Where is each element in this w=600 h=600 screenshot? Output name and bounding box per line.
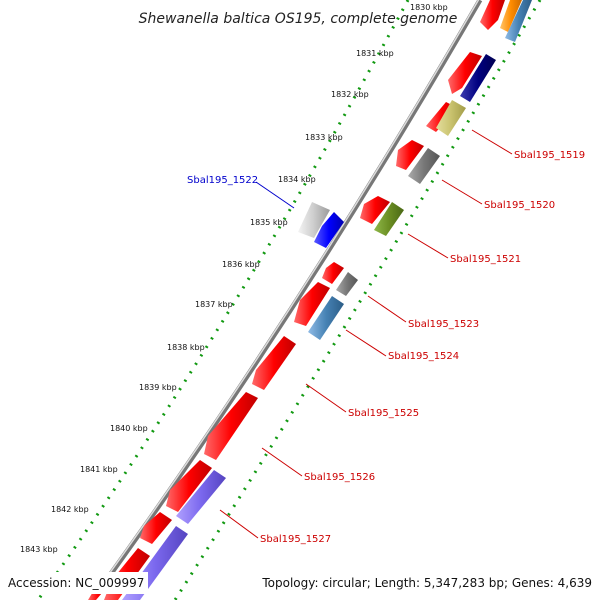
gene-arrow[interactable] [252, 336, 296, 390]
gene-arrow[interactable] [505, 0, 532, 42]
gene-arrow[interactable] [204, 392, 258, 460]
kbp-tick-label: 1840 kbp [110, 424, 148, 433]
gene-arrow[interactable] [480, 0, 505, 30]
gene-arrow[interactable] [500, 0, 522, 32]
kbp-tick-label: 1830 kbp [410, 3, 448, 12]
gene-label[interactable]: Sbal195_1521 [450, 254, 521, 265]
gene-arrow[interactable] [294, 282, 330, 326]
gene-arrow[interactable] [408, 148, 440, 184]
gene-label[interactable]: Sbal195_1523 [408, 319, 479, 330]
gene-arrow[interactable] [298, 202, 330, 238]
gene-arrow[interactable] [360, 196, 390, 224]
tick-ring-inner [173, 0, 542, 600]
gene-label[interactable]: Sbal195_1524 [388, 351, 459, 362]
kbp-tick-label: 1834 kbp [278, 175, 316, 184]
kbp-tick-label: 1835 kbp [250, 218, 288, 227]
kbp-tick-label: 1842 kbp [51, 505, 89, 514]
gene-label[interactable]: Sbal195_1520 [484, 200, 555, 211]
genome-summary-text: Topology: circular; Length: 5,347,283 bp… [261, 576, 592, 590]
kbp-tick-label: 1839 kbp [139, 383, 177, 392]
gene-arrow[interactable] [460, 54, 496, 102]
kbp-tick-label: 1832 kbp [331, 90, 369, 99]
gene-label[interactable]: Sbal195_1525 [348, 408, 419, 419]
gene-arrow[interactable] [322, 262, 344, 284]
gene-label[interactable]: Sbal195_1519 [514, 150, 585, 161]
gene-arrow[interactable] [436, 100, 466, 136]
kbp-tick-label: 1838 kbp [167, 343, 205, 352]
gene-label[interactable]: Sbal195_1526 [304, 472, 375, 483]
gene-arrow[interactable] [308, 296, 344, 340]
kbp-tick-label: 1836 kbp [222, 260, 260, 269]
accession-text: Accession: NC_009997 [8, 576, 144, 590]
gene-arrow[interactable] [336, 272, 358, 296]
label-leaders [219, 129, 513, 539]
gene-label[interactable]: Sbal195_1527 [260, 534, 331, 545]
kbp-tick-label: 1831 kbp [356, 49, 394, 58]
gene-arrow[interactable] [374, 202, 404, 236]
genome-backbone [89, 0, 483, 600]
kbp-tick-label: 1841 kbp [80, 465, 118, 474]
footer-bg-left [0, 572, 148, 594]
gene-arrow[interactable] [314, 212, 344, 248]
kbp-tick-label: 1837 kbp [195, 300, 233, 309]
gene-label[interactable]: Sbal195_1522 [187, 175, 258, 186]
gene-arrow[interactable] [140, 512, 172, 544]
kbp-tick-label: 1843 kbp [20, 545, 58, 554]
gene-arrow[interactable] [396, 140, 424, 170]
gene-arrow[interactable] [448, 52, 482, 94]
kbp-tick-label: 1833 kbp [305, 133, 343, 142]
gene-arrow[interactable] [166, 460, 212, 512]
tick-ring-outer [36, 0, 410, 600]
footer-bg-right [255, 572, 600, 594]
map-title: Shewanella baltica OS195, complete genom… [139, 11, 458, 27]
gene-arrow[interactable] [176, 470, 226, 524]
